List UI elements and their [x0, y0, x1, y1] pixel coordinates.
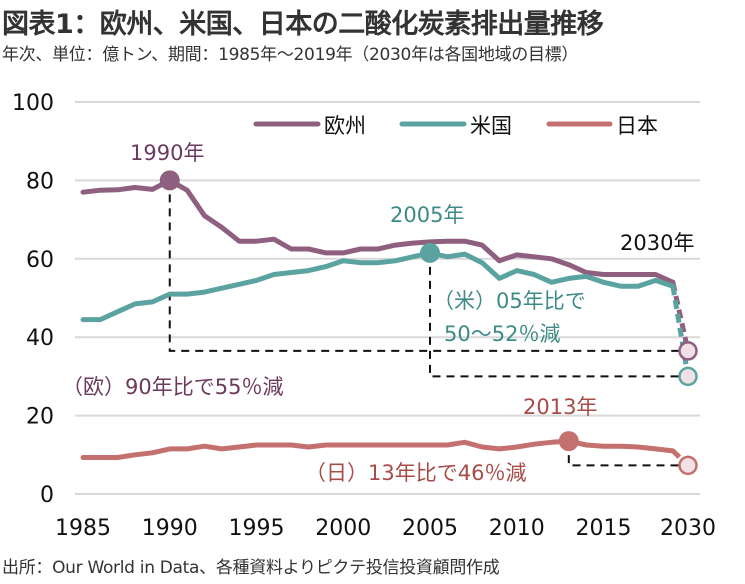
reduction-note-us-line1: （米）05年比で: [433, 289, 586, 313]
legend-label-japan: 日本: [616, 114, 658, 138]
projection-line-us: [670, 285, 691, 377]
chart-subtitle: 年次、単位：億トン、期間：1985年～2019年（2030年は各国地域の目標）: [2, 45, 579, 65]
series-line-japan: [80, 438, 676, 460]
x-tick-label: 1995: [229, 516, 285, 541]
legend-label-europe: 欧州: [324, 114, 366, 138]
legend: 欧州 米国 日本: [253, 114, 658, 138]
y-tick-label: 60: [26, 248, 54, 273]
highlight-point-us: [420, 242, 440, 263]
target-point-japan: [678, 455, 698, 476]
series-line-europe: [80, 177, 676, 285]
source-note: 出所：Our World in Data、各種資料よりピクテ投信投資顧問作成: [2, 558, 500, 578]
y-tick-label: 20: [26, 405, 54, 430]
x-tick-label: 1985: [55, 516, 111, 541]
highlight-label-us: 2005年: [390, 203, 464, 227]
guide-europe: [168, 180, 680, 352]
reduction-note-europe: （欧）90年比で55％減: [62, 375, 283, 399]
y-tick-label: 80: [26, 169, 54, 194]
reduction-note-japan: （日）13年比で46％減: [305, 461, 526, 485]
highlight-point-europe: [159, 170, 180, 191]
legend-label-us: 米国: [470, 114, 512, 138]
y-tick-label: 100: [12, 91, 54, 116]
x-tick-label: 2000: [315, 516, 371, 541]
target-point-us: [678, 366, 698, 387]
y-tick-label: 0: [40, 483, 54, 508]
target-point-europe: [678, 341, 698, 361]
guide-us: [429, 252, 680, 378]
series-line-us: [80, 250, 676, 323]
target-year-label: 2030年: [620, 231, 694, 255]
highlight-label-europe: 1990年: [130, 141, 204, 165]
x-tick-label: 1990: [142, 516, 198, 541]
highlight-point-japan: [558, 431, 579, 452]
x-tick-label: 2015: [576, 516, 632, 541]
x-tick-label: 2010: [489, 516, 545, 541]
x-tick-label: 2005: [402, 516, 458, 541]
reduction-note-us-line2: 50～52％減: [444, 322, 560, 346]
highlight-label-japan: 2013年: [523, 395, 597, 419]
chart-title: 図表1：欧州、米国、日本の二酸化炭素排出量推移: [2, 9, 604, 40]
guide-japan: [567, 441, 680, 467]
y-tick-label: 40: [26, 326, 54, 351]
x-tick-label: 2030: [660, 516, 716, 541]
